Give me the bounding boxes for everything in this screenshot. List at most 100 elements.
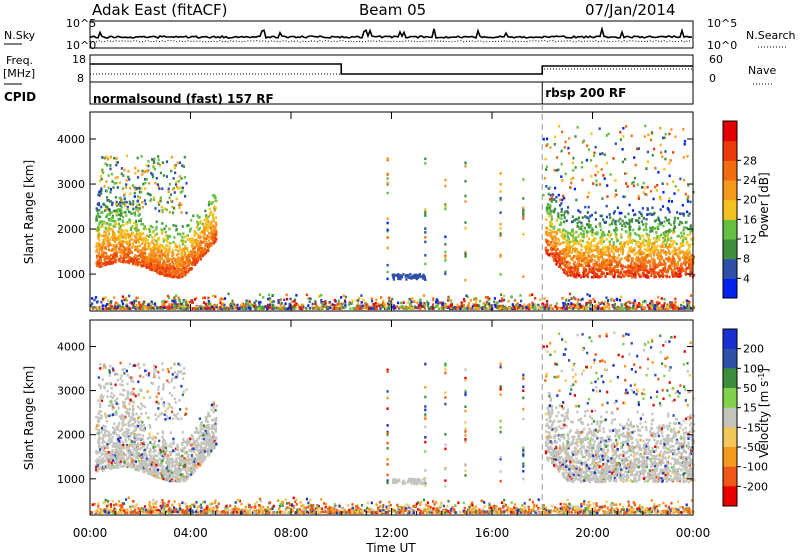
- scatter-cell: [193, 247, 196, 250]
- scatter-cell: [99, 179, 102, 183]
- scatter-cell: [671, 243, 674, 246]
- scatter-cell: [646, 303, 649, 307]
- scatter-cell: [120, 257, 123, 260]
- scatter-cell: [637, 258, 641, 261]
- scatter-cell: [553, 259, 556, 262]
- scatter-cell: [147, 258, 150, 262]
- scatter-cell: [641, 306, 644, 309]
- scatter-cell: [678, 247, 681, 250]
- scatter-cell: [572, 260, 575, 264]
- scatter-cell: [650, 228, 653, 231]
- scatter-cell: [604, 267, 607, 271]
- scatter-cell: [147, 160, 150, 163]
- scatter-cell: [147, 192, 151, 196]
- scatter-cell: [202, 233, 205, 236]
- scatter-cell: [96, 228, 99, 232]
- scatter-cell: [156, 250, 159, 254]
- scatter-cell: [188, 254, 191, 257]
- scatter-cell: [652, 197, 655, 201]
- scatter-cell: [127, 210, 131, 214]
- scatter-cell: [486, 296, 489, 299]
- scatter-cell: [545, 206, 548, 210]
- scatter-cell: [276, 306, 279, 309]
- scatter-cell: [112, 236, 116, 240]
- scatter-cell: [98, 190, 101, 194]
- scatter-cell: [578, 227, 581, 230]
- scatter-cell: [125, 214, 128, 217]
- scatter-cell: [128, 240, 131, 243]
- scatter-cell: [567, 269, 570, 272]
- scatter-cell: [132, 203, 135, 206]
- scatter-cell: [513, 305, 516, 308]
- scatter-cell: [115, 246, 118, 249]
- scatter-cell: [553, 230, 556, 234]
- scatter-cell: [110, 249, 113, 253]
- scatter-cell: [411, 297, 414, 300]
- scatter-cell: [585, 303, 588, 306]
- scatter-cell: [169, 257, 172, 261]
- scatter-cell: [673, 304, 676, 307]
- scatter-cell: [172, 177, 175, 180]
- scatter-cell: [109, 167, 112, 171]
- scatter-cell: [400, 301, 403, 305]
- scatter-cell: [600, 259, 604, 263]
- scatter-cell: [175, 185, 179, 189]
- scatter-cell: [432, 298, 435, 302]
- scatter-cell: [587, 230, 590, 234]
- scatter-cell: [631, 257, 634, 260]
- scatter-cell: [159, 305, 162, 309]
- scatter-cell: [181, 273, 184, 277]
- scatter-cell: [147, 164, 150, 168]
- scatter-cell: [298, 307, 301, 310]
- scatter-cell: [367, 307, 370, 311]
- scatter-cell: [623, 243, 626, 247]
- scatter-cell: [210, 223, 213, 226]
- scatter-cell: [134, 171, 137, 175]
- scatter-cell: [300, 306, 303, 310]
- scatter-cell: [481, 307, 484, 310]
- scatter-cell: [143, 245, 147, 248]
- scatter-cell: [422, 294, 426, 297]
- scatter-cell: [177, 252, 180, 256]
- scatter-cell: [339, 304, 342, 308]
- scatter-cell: [605, 265, 608, 268]
- scatter-cell: [128, 178, 131, 181]
- scatter-cell: [683, 261, 686, 265]
- scatter-cell: [560, 202, 563, 205]
- scatter-cell: [446, 305, 449, 309]
- scatter-cell: [602, 240, 605, 243]
- scatter-cell: [548, 221, 552, 224]
- scatter-cell: [653, 254, 656, 257]
- scatter-cell: [258, 305, 261, 308]
- scatter-cell: [347, 303, 350, 306]
- scatter-cell: [686, 299, 689, 303]
- scatter-cell: [551, 236, 554, 240]
- scatter-cell: [563, 268, 566, 272]
- scatter-cell: [690, 229, 693, 233]
- scatter-cell: [625, 256, 628, 260]
- scatter-cell: [105, 252, 108, 255]
- scatter-cell: [177, 263, 180, 266]
- scatter-cell: [687, 243, 690, 247]
- scatter-cell: [571, 250, 574, 253]
- scatter-cell: [145, 178, 149, 181]
- scatter-cell: [669, 229, 672, 233]
- scatter-cell: [323, 304, 327, 308]
- scatter-cell: [258, 293, 262, 296]
- scatter-cell: [127, 175, 130, 179]
- scatter-cell: [690, 254, 693, 257]
- scatter-cell: [119, 243, 122, 246]
- scatter-cell: [639, 245, 642, 249]
- scatter-cell: [103, 245, 106, 249]
- scatter-cell: [98, 223, 101, 226]
- scatter-cell: [208, 235, 211, 239]
- scatter-cell: [658, 307, 661, 310]
- scatter-cell: [214, 216, 218, 219]
- scatter-cell: [483, 305, 487, 309]
- scatter-cell: [686, 306, 689, 310]
- scatter-cell: [604, 245, 607, 249]
- scatter-cell: [689, 307, 692, 310]
- scatter-cell: [649, 250, 652, 254]
- scatter-cell: [190, 219, 193, 222]
- scatter-cell: [551, 255, 554, 258]
